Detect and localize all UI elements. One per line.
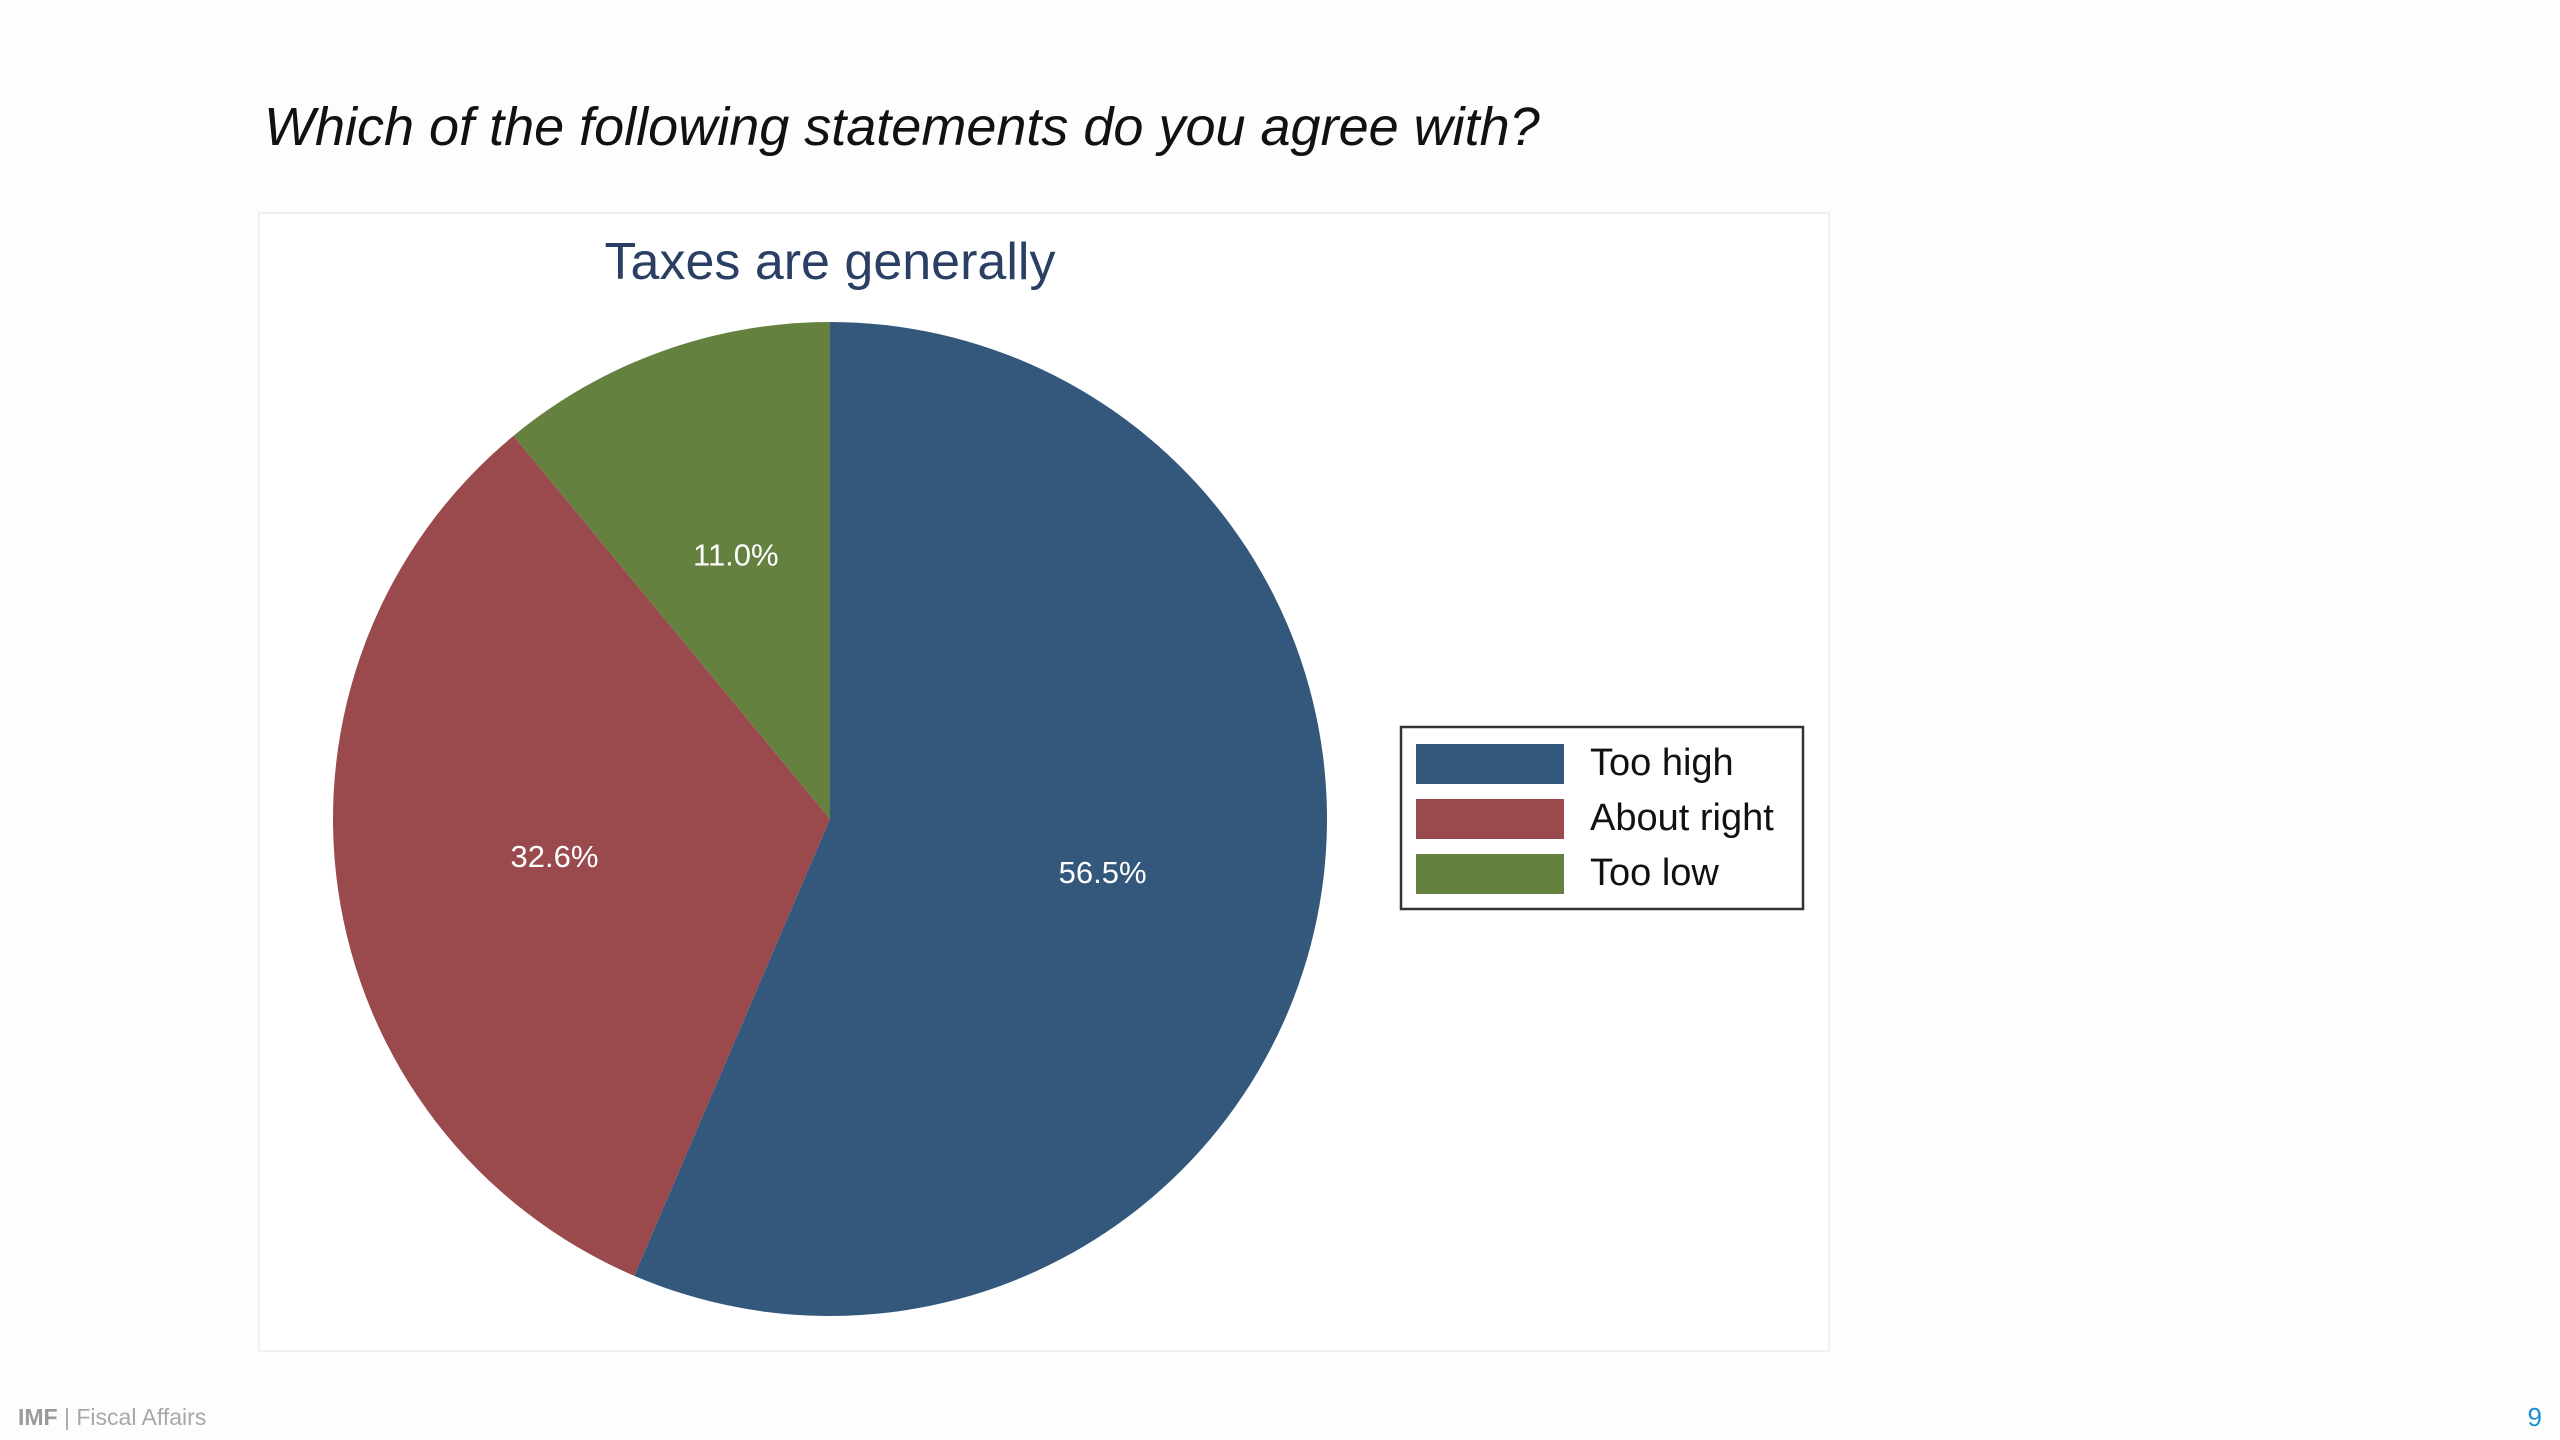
pie-slice-too-low xyxy=(513,322,830,819)
pie-slice-too-high xyxy=(634,322,1328,1316)
footer-org: IMF | Fiscal Affairs xyxy=(18,1404,206,1431)
slide-question: Which of the following statements do you… xyxy=(264,97,1540,157)
page-number: 9 xyxy=(2527,1402,2542,1432)
slice-label-about-right: 32.6% xyxy=(511,839,599,874)
legend-label-too-low: Too low xyxy=(1590,852,1719,894)
slice-label-too-low: 11.0% xyxy=(693,537,779,572)
legend-swatch-about-right xyxy=(1416,799,1564,839)
pie-slices xyxy=(333,322,1328,1316)
pie-slice-about-right xyxy=(333,435,830,1276)
imf-logo: IMF xyxy=(18,1404,58,1430)
footer-separator: | xyxy=(64,1404,70,1430)
chart-panel: Taxes are generally 56.5% 32.6% 11.0% Too … xyxy=(258,212,1830,1352)
chart-title: Taxes are generally xyxy=(605,233,1056,291)
pie-slice-labels: 56.5% 32.6% 11.0% xyxy=(511,537,1147,890)
footer-org-name: Fiscal Affairs xyxy=(76,1404,207,1430)
pie-chart: Taxes are generally 56.5% 32.6% 11.0% Too … xyxy=(333,233,1805,1316)
slice-label-too-high: 56.5% xyxy=(1059,855,1147,890)
legend-label-too-high: Too high xyxy=(1590,742,1734,784)
legend-swatch-too-high xyxy=(1416,744,1564,784)
legend-label-about-right: About right xyxy=(1590,797,1774,839)
legend-swatch-too-low xyxy=(1416,854,1564,894)
legend: Too high About right Too low xyxy=(1399,725,1805,911)
